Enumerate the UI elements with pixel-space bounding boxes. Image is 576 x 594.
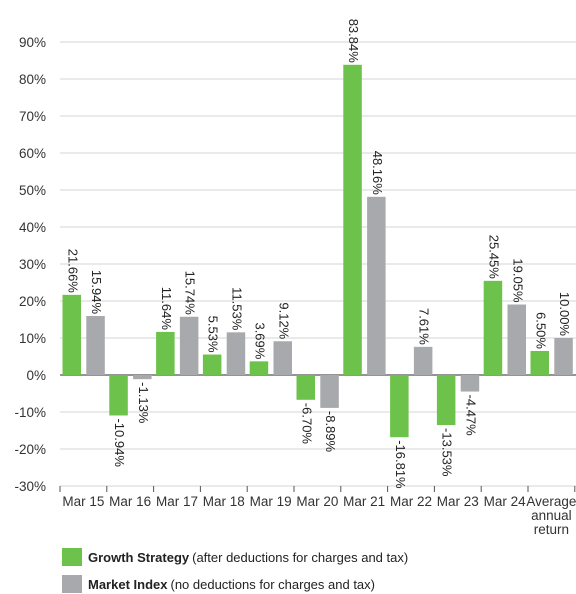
bar-growth-strategy <box>343 64 362 376</box>
data-label: 6.50% <box>533 312 548 349</box>
x-tick-label: return <box>534 522 569 537</box>
y-tick-label: -20% <box>14 442 46 457</box>
data-label: 9.12% <box>276 302 291 339</box>
y-tick-label: 60% <box>19 146 46 161</box>
y-tick-label: 30% <box>19 257 46 272</box>
x-tick-label: Mar 19 <box>250 494 292 509</box>
data-label: 15.94% <box>89 270 104 315</box>
data-label: -6.70% <box>299 403 314 445</box>
data-label: 15.74% <box>183 271 198 316</box>
legend-note-market-index: (no deductions for charges and tax) <box>170 576 375 592</box>
data-label: -1.13% <box>136 382 151 424</box>
data-label: -8.89% <box>323 411 338 453</box>
x-tick-label: Mar 18 <box>203 494 245 509</box>
data-label: 10.00% <box>557 292 572 337</box>
x-tick-label: Mar 24 <box>484 494 527 509</box>
y-tick-label: 70% <box>19 109 46 124</box>
y-tick-label: 90% <box>19 35 46 50</box>
legend-note-growth-strategy: (after deductions for charges and tax) <box>192 549 409 565</box>
bar-growth-strategy <box>296 375 315 400</box>
y-tick-label: 80% <box>19 72 46 87</box>
y-tick-label: 50% <box>19 183 46 198</box>
x-tick-label: Average <box>526 494 576 509</box>
legend-label-market-index: Market Index <box>88 576 168 592</box>
bar-growth-strategy <box>390 375 409 438</box>
bar-market-index <box>413 346 433 375</box>
x-tick-label: Mar 17 <box>156 494 198 509</box>
bar-market-index <box>226 332 246 375</box>
legend-swatch-growth-strategy <box>62 548 82 566</box>
y-tick-label: -10% <box>14 405 46 420</box>
data-label: -16.81% <box>393 440 408 489</box>
data-label: 3.69% <box>253 322 268 359</box>
bar-market-index <box>179 316 199 375</box>
x-tick-label: Mar 20 <box>296 494 338 509</box>
data-label: 7.61% <box>417 308 432 345</box>
y-tick-label: 40% <box>19 220 46 235</box>
x-tick-label: annual <box>531 508 572 523</box>
bar-growth-strategy <box>530 350 549 375</box>
data-label: 48.16% <box>370 151 385 196</box>
bar-market-index <box>367 196 386 375</box>
bar-growth-strategy <box>156 331 175 375</box>
bar-market-index <box>86 316 105 375</box>
bar-growth-strategy <box>62 294 81 375</box>
bar-market-index <box>460 375 480 392</box>
y-tick-label: 0% <box>26 368 46 383</box>
x-tick-label: Mar 22 <box>390 494 432 509</box>
bar-market-index <box>133 375 152 380</box>
data-label: 19.05% <box>510 258 525 303</box>
data-label: -13.53% <box>440 428 455 477</box>
bar-market-index <box>320 375 339 408</box>
data-label: 11.53% <box>230 287 245 331</box>
bar-growth-strategy <box>483 280 503 375</box>
x-tick-label: Mar 16 <box>109 494 151 509</box>
data-label: -4.47% <box>464 395 479 437</box>
legend-swatch-market-index <box>62 575 82 593</box>
data-label: 83.84% <box>346 19 361 64</box>
y-tick-label: -30% <box>14 479 46 494</box>
data-label: 21.66% <box>65 249 80 294</box>
x-tick-label: Mar 21 <box>343 494 385 509</box>
bar-market-index <box>507 304 526 375</box>
bar-market-index <box>554 338 573 375</box>
x-tick-label: Mar 23 <box>437 494 479 509</box>
data-label: 11.64% <box>159 287 174 331</box>
bar-growth-strategy <box>202 354 222 375</box>
bar-growth-strategy <box>436 375 456 426</box>
bar-growth-strategy <box>249 361 269 375</box>
bar-market-index <box>273 341 292 375</box>
data-label: -10.94% <box>112 418 127 467</box>
bar-chart: 90% 80% 70% 60% 50% 40% 30% 20% 10% 0% -10% -20% -30… <box>14 19 576 537</box>
legend-label-growth-strategy: Growth Strategy <box>88 549 190 565</box>
bar-growth-strategy <box>109 375 128 416</box>
data-label: 25.45% <box>487 235 502 280</box>
legend-item-market-index: Market Index (no deductions for charges … <box>62 575 375 593</box>
y-tick-label: 10% <box>19 331 46 346</box>
legend-item-growth-strategy: Growth Strategy (after deductions for ch… <box>62 548 408 566</box>
x-tick-label: Mar 15 <box>62 494 104 509</box>
data-label: 5.53% <box>206 316 221 353</box>
y-tick-label: 20% <box>19 294 46 309</box>
